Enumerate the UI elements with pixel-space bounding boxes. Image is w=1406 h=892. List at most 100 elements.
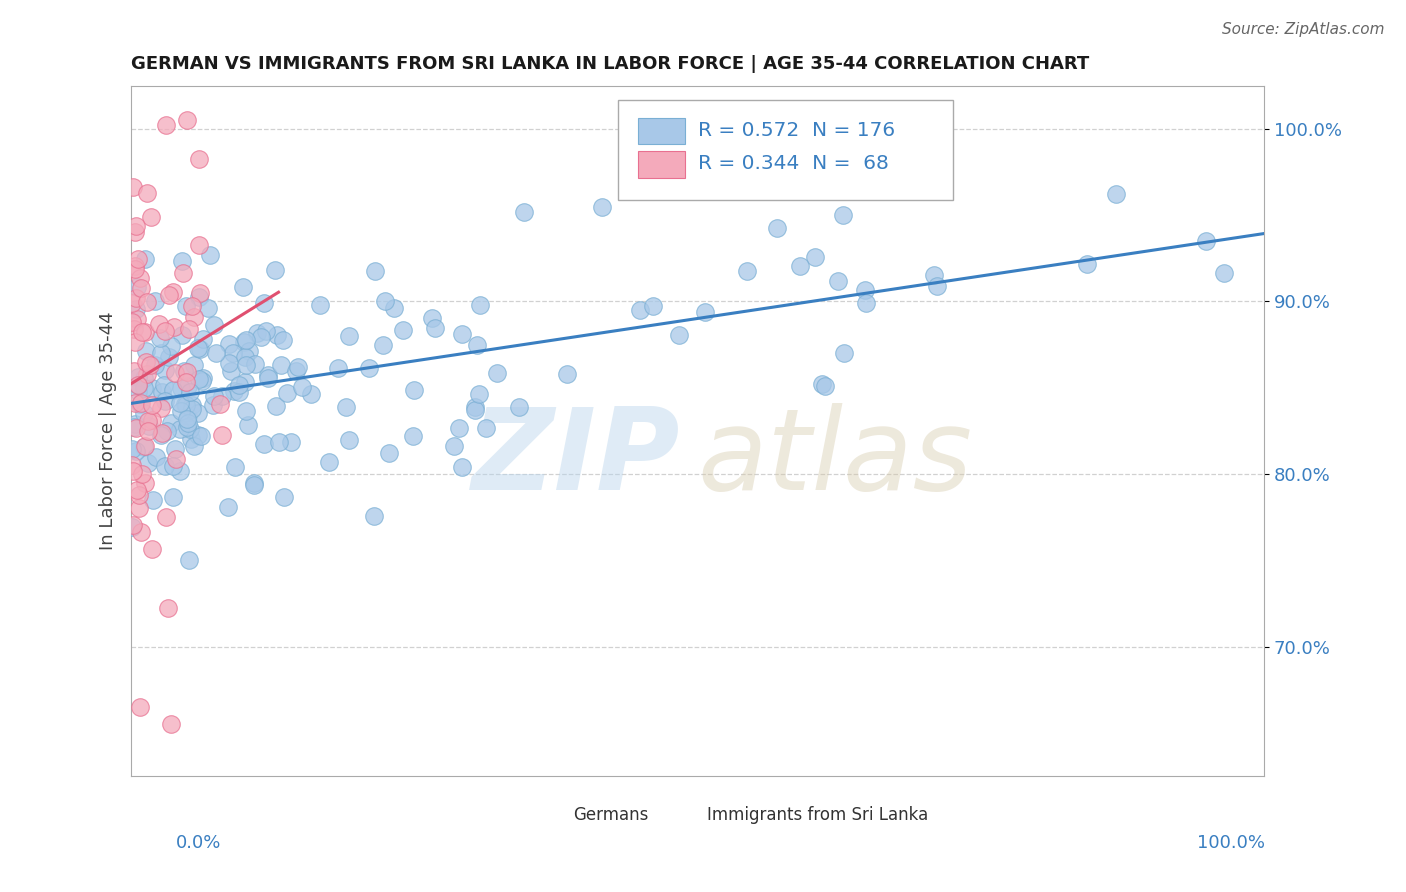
Point <box>299 387 322 401</box>
Point <box>641 299 664 313</box>
Point <box>188 285 211 300</box>
Point <box>148 331 170 345</box>
Point <box>402 429 425 443</box>
Point <box>159 717 181 731</box>
Point <box>179 385 201 400</box>
Point <box>402 383 425 397</box>
Point <box>188 342 211 356</box>
Point <box>127 384 149 398</box>
Point <box>235 375 257 389</box>
Text: R = 0.572  N = 176: R = 0.572 N = 176 <box>697 121 894 140</box>
Point <box>803 250 825 264</box>
Point <box>155 510 177 524</box>
Point <box>188 372 211 386</box>
Point <box>217 500 239 514</box>
Point <box>165 366 187 380</box>
Point <box>121 520 143 534</box>
Point <box>201 398 224 412</box>
Point <box>264 262 287 277</box>
Point <box>149 346 172 360</box>
Point <box>174 398 197 412</box>
Point <box>224 459 246 474</box>
Point <box>132 371 155 385</box>
Point <box>249 330 271 344</box>
Point <box>127 483 149 497</box>
Point <box>179 422 201 436</box>
Point <box>121 458 143 473</box>
Point <box>555 367 578 381</box>
Text: R = 0.344  N =  68: R = 0.344 N = 68 <box>697 154 889 173</box>
Point <box>135 355 157 369</box>
Point <box>242 476 264 491</box>
Point <box>155 325 177 339</box>
Point <box>191 375 214 389</box>
Point <box>157 350 180 364</box>
Point <box>628 303 651 318</box>
Point <box>925 279 948 293</box>
Point <box>159 339 181 353</box>
Point <box>150 401 173 415</box>
Point <box>193 332 215 346</box>
Point <box>176 365 198 379</box>
Point <box>176 419 198 434</box>
Text: Source: ZipAtlas.com: Source: ZipAtlas.com <box>1222 22 1385 37</box>
Point <box>246 326 269 340</box>
Point <box>221 364 243 378</box>
Point <box>202 318 225 332</box>
Point <box>475 420 498 434</box>
Point <box>254 324 277 338</box>
Point <box>127 369 149 384</box>
Point <box>827 274 849 288</box>
Point <box>465 338 488 352</box>
Text: atlas: atlas <box>697 403 973 514</box>
Text: 100.0%: 100.0% <box>1198 834 1265 852</box>
Point <box>139 211 162 225</box>
Text: ZIP: ZIP <box>472 403 681 514</box>
Point <box>174 299 197 313</box>
Point <box>124 396 146 410</box>
Point <box>124 259 146 273</box>
Point <box>280 434 302 449</box>
Point <box>181 398 204 412</box>
Point <box>172 266 194 280</box>
Point <box>169 396 191 410</box>
Point <box>183 310 205 324</box>
Point <box>160 417 183 431</box>
Point <box>273 490 295 504</box>
Point <box>141 412 163 426</box>
Point <box>176 412 198 426</box>
Point <box>832 346 855 360</box>
Point <box>392 323 415 337</box>
Point <box>180 433 202 447</box>
Point <box>253 296 276 310</box>
Point <box>122 322 145 336</box>
Point <box>134 406 156 420</box>
Point <box>218 356 240 370</box>
Point <box>128 488 150 502</box>
Point <box>224 384 246 398</box>
Point <box>124 364 146 378</box>
Bar <box>533 805 565 826</box>
Point <box>202 389 225 403</box>
Point <box>134 475 156 490</box>
Point <box>180 299 202 313</box>
Point <box>179 322 201 336</box>
Point <box>318 455 340 469</box>
Point <box>378 446 401 460</box>
Point <box>198 248 221 262</box>
Point <box>197 301 219 315</box>
Point <box>451 459 474 474</box>
Bar <box>637 119 685 145</box>
Point <box>124 417 146 431</box>
Point <box>157 600 180 615</box>
Point <box>127 280 149 294</box>
Point <box>232 335 254 350</box>
Point <box>373 338 395 352</box>
Point <box>141 381 163 395</box>
Point <box>134 326 156 340</box>
Point <box>468 387 491 401</box>
Point <box>128 500 150 515</box>
Point <box>121 442 143 457</box>
Point <box>142 493 165 508</box>
Point <box>285 363 308 377</box>
